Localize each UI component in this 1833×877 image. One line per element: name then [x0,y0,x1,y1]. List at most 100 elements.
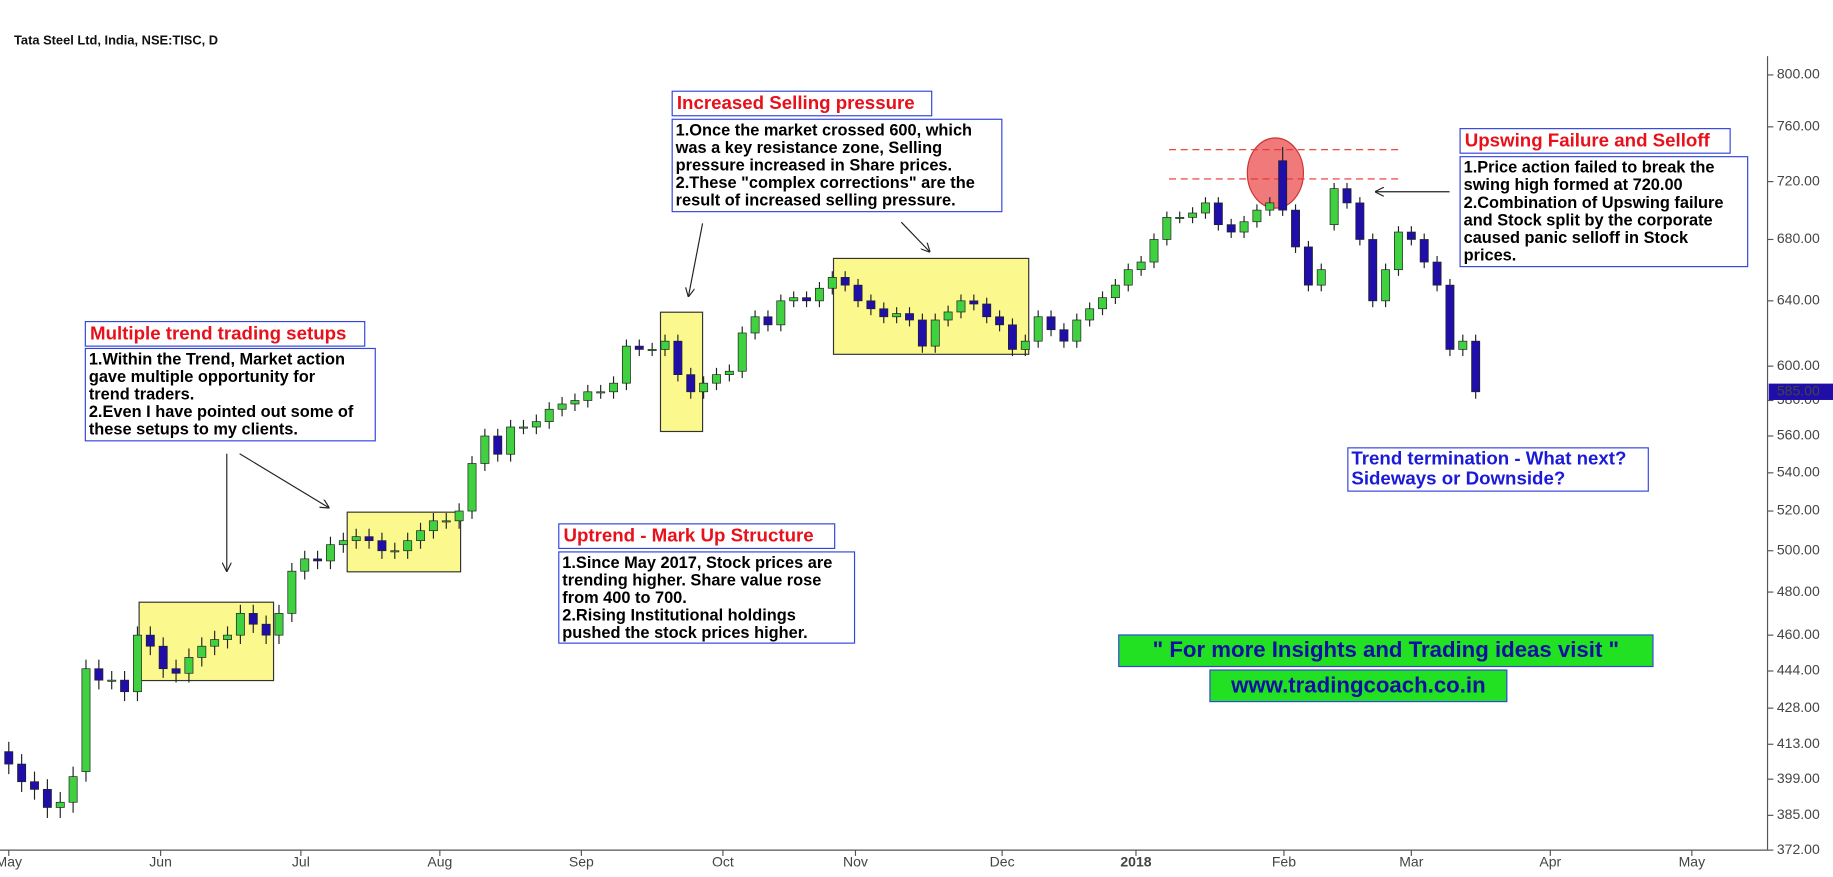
annotation-box [1459,156,1749,268]
candle-body [673,340,683,375]
candle-body [724,370,734,375]
candle-body [660,340,670,350]
candle-body [287,570,297,614]
candle-body [1033,316,1043,342]
annotation-line: was a key resistance zone, Selling [675,139,942,157]
candle-body [1252,209,1262,223]
candle-body [1123,269,1133,286]
candle-body [1355,202,1365,240]
candle-body [866,300,876,310]
promo-text: www.tradingcoach.co.in [1230,672,1486,697]
candle-body [1072,319,1082,342]
annotation-line: gave multiple opportunity for [89,368,316,386]
candle-body [248,613,258,625]
candle-body [145,634,155,647]
candle-body [969,300,979,305]
x-tick-label: Jun [149,854,172,870]
annotation-line: 2.Combination of Upswing failure [1464,194,1724,212]
promo-box [1209,669,1508,703]
candle-body [1329,188,1339,226]
candle-body [1226,224,1236,233]
x-tick-label: Nov [843,854,868,870]
annotation-line: result of increased selling pressure. [676,191,956,209]
annotation-title-box [558,523,836,550]
annotation-line: 2.These "complex corrections" are the [676,174,975,192]
annotation-line: 1.Since May 2017, Stock prices are [562,554,832,572]
promo-text: " For more Insights and Trading ideas vi… [1153,637,1619,662]
question-line: Sideways or Downside? [1351,467,1565,488]
candle-body [634,345,644,350]
candle-body [802,297,812,302]
annotation-line: trend traders. [89,386,194,404]
x-tick-label: Mar [1399,854,1423,870]
y-tick-label: 520.00 [1777,502,1820,518]
y-tick-label: 800.00 [1777,66,1820,82]
candle-body [1316,269,1326,286]
annotation-title-box [671,90,933,117]
y-tick-label: 480.00 [1777,583,1820,599]
y-tick-label: 428.00 [1777,699,1820,715]
candle-body [467,463,477,512]
candle-body [403,540,413,552]
candle-body [609,382,618,393]
candle-body [1008,324,1017,350]
annotation-line: 1.Within the Trend, Market action [89,350,345,368]
candle-body [1265,202,1275,211]
annotation-title: Uptrend - Mark Up Structure [563,525,813,546]
annotation-title: Increased Selling pressure [677,92,915,113]
chart-title: Tata Steel Ltd, India, NSE:TISC, D [14,32,218,47]
candle-body [210,639,220,647]
candle-body [840,277,850,286]
candle-body [1020,340,1030,350]
candle-body [133,634,142,693]
candle-body [621,345,631,384]
x-tick-label: Dec [990,854,1015,870]
candle-body [390,550,400,553]
candle-body [1162,217,1172,240]
candle-body [197,645,207,658]
candle-body [1110,284,1120,299]
annotation-box [84,347,376,442]
candle-body [30,781,39,790]
candle-body [982,303,992,318]
annotation-box [558,551,856,644]
candle-body [917,319,927,347]
candle-body [364,536,374,542]
annotation-line: pressure increased in Share prices. [676,156,952,174]
annotation-line: 1.Price action failed to break the [1464,159,1715,177]
candle-body [956,300,966,313]
candle-body [441,520,451,523]
y-tick-label: 680.00 [1777,230,1820,246]
annotation-box [671,118,1003,213]
candle-body [699,382,709,393]
candle-body [55,801,65,808]
candle-body [1149,239,1159,263]
x-tick-label: Aug [427,854,452,870]
x-tick-label: Feb [1272,854,1296,870]
candle-body [1381,269,1391,302]
candle-body [570,400,580,405]
annotation-line: these setups to my clients. [89,421,298,439]
candle-body [223,634,232,640]
candle-body [814,287,824,302]
candle-body [1342,188,1352,204]
candle-body [261,623,271,636]
y-tick-label: 760.00 [1777,118,1820,134]
candle-body [879,308,889,318]
annotation-title-box [1459,128,1731,154]
question-line: Trend termination - What next? [1351,447,1626,468]
candle-body [686,374,696,393]
candle-body [4,751,14,765]
candle-body [42,789,52,808]
candle-body [1046,316,1056,331]
candle-body [1303,246,1313,286]
candle-body [583,391,593,401]
candle-body [506,426,516,455]
candle-body [428,520,438,532]
x-tick-label: Jul [292,854,310,870]
candle-body [519,426,528,429]
candle-body [737,332,747,372]
candle-body [1445,284,1455,350]
